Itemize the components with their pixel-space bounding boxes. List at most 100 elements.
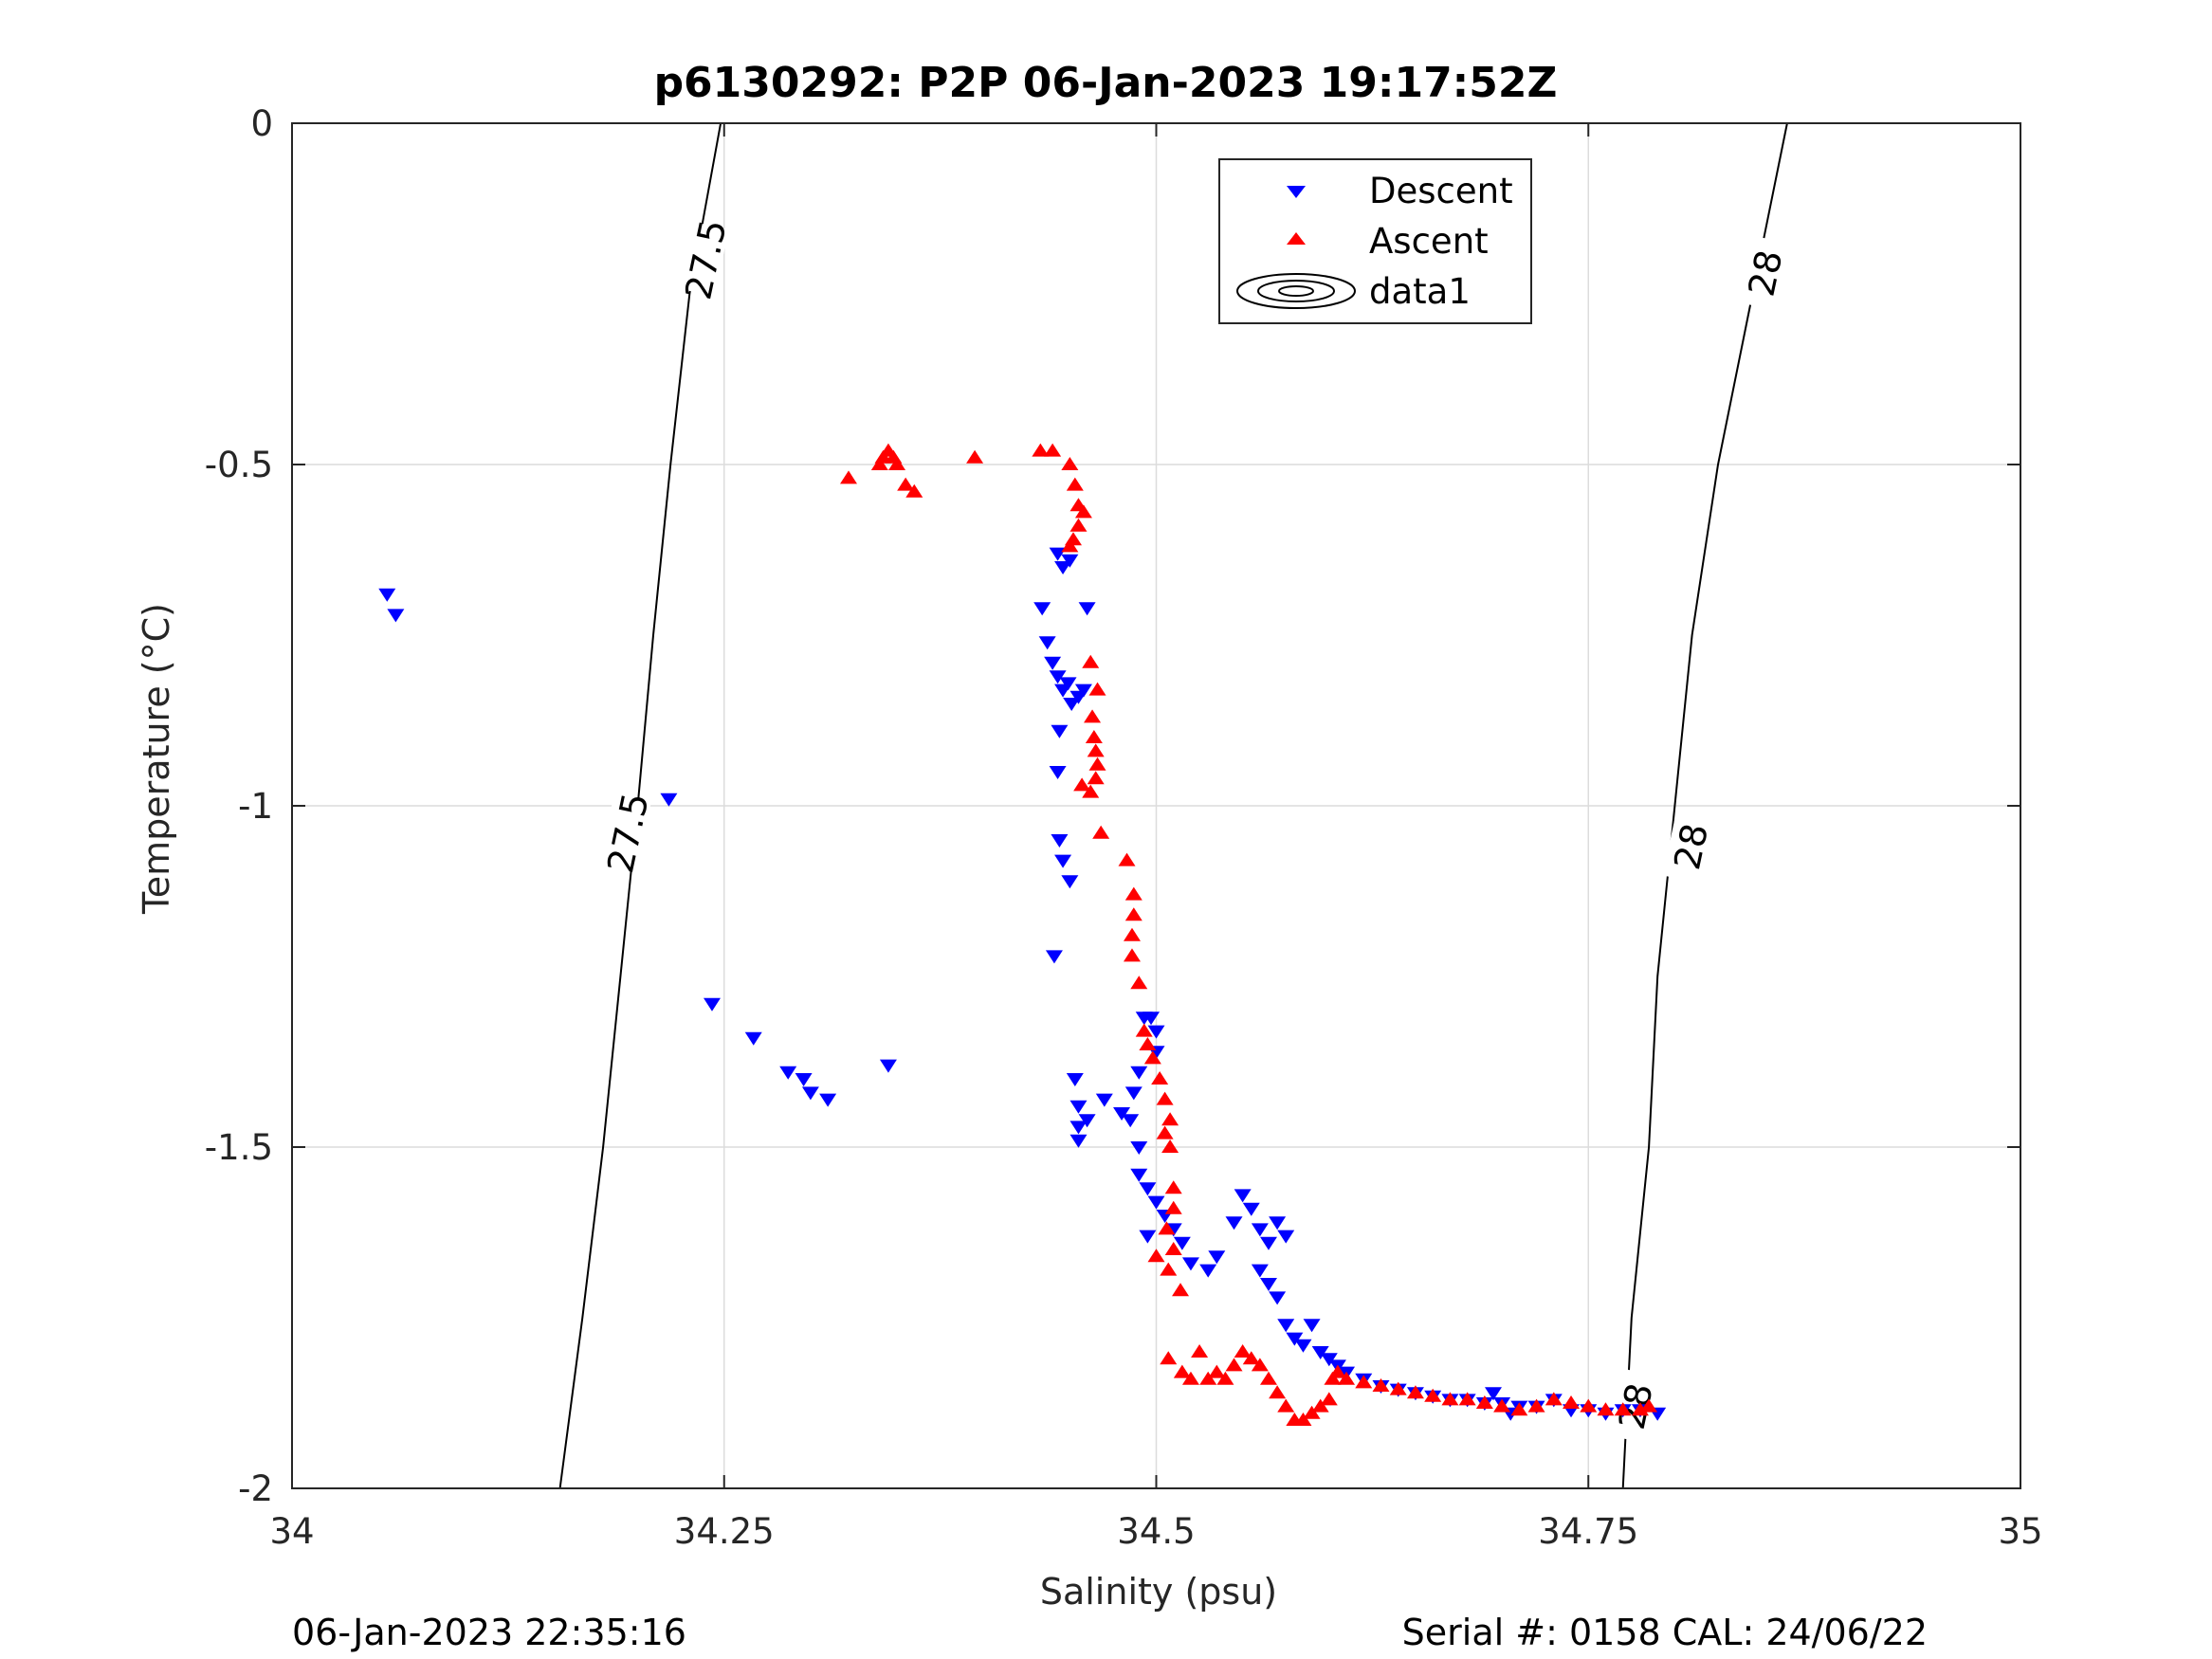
footer-timestamp: 06-Jan-2023 22:35:16 (292, 1612, 686, 1653)
descent-point (1130, 1141, 1148, 1155)
ascent-point (1074, 504, 1092, 519)
ascent-point (1092, 825, 1110, 839)
descent-point (1130, 1168, 1148, 1182)
legend-ascent-marker (1287, 232, 1306, 245)
ascent-point (1303, 1405, 1321, 1419)
descent-point (387, 609, 405, 623)
ascent-point (1475, 1395, 1493, 1409)
descent-point (1069, 1121, 1088, 1135)
ascent-point (1158, 1221, 1176, 1235)
ascent-point (1135, 1023, 1153, 1037)
descent-point (779, 1066, 797, 1080)
ascent-point (1066, 477, 1084, 491)
descent-point (1147, 1025, 1165, 1039)
descent-point (1049, 670, 1067, 684)
ascent-point (1164, 1200, 1182, 1214)
footer-serial-cal: Serial #: 0158 CAL: 24/06/22 (1402, 1612, 1928, 1653)
ascent-point (1082, 784, 1100, 798)
x-tick-label: 34.75 (1538, 1511, 1638, 1552)
ascent-point (1087, 743, 1105, 757)
ascent-point (1151, 1071, 1169, 1085)
descent-point (1277, 1319, 1295, 1333)
descent-point (1054, 854, 1072, 868)
ascent-point (1441, 1392, 1459, 1406)
descent-point (1484, 1387, 1502, 1401)
ascent-point (1084, 709, 1102, 723)
ascent-point (1458, 1392, 1476, 1406)
legend-descent-marker (1287, 186, 1306, 198)
ascent-point (1563, 1395, 1581, 1409)
ascent-point (1124, 907, 1143, 921)
descent-point (1173, 1236, 1191, 1250)
ascent-point (1545, 1392, 1563, 1406)
ascent-point (1631, 1402, 1649, 1416)
ascent-point (1269, 1385, 1287, 1399)
ascent-point (905, 483, 923, 498)
descent-point (1049, 547, 1067, 561)
descent-point (703, 997, 721, 1012)
descent-point (1251, 1264, 1269, 1278)
ascent-point (1216, 1371, 1234, 1385)
descent-point (660, 793, 678, 807)
ascent-point (1527, 1398, 1545, 1413)
legend-ascent-label: Ascent (1369, 221, 1489, 262)
ascent-point (1130, 975, 1148, 990)
ascent-point (1406, 1385, 1424, 1399)
ascent-point (1372, 1378, 1390, 1392)
x-tick-label: 35 (1998, 1511, 2042, 1552)
legend: Descent Ascent data1 (1218, 158, 1532, 324)
ascent-point (1061, 538, 1079, 553)
descent-point (1038, 636, 1056, 650)
ascent-point (1082, 654, 1100, 668)
descent-point (1033, 602, 1051, 616)
x-tick-label: 34.5 (1117, 1511, 1195, 1552)
ascent-point (1191, 1344, 1209, 1358)
y-tick-label: -1.5 (205, 1127, 273, 1168)
ascent-point (1161, 1112, 1179, 1126)
ascent-point (840, 470, 858, 484)
axis-ticks: 34 34.25 34.5 34.75 35 0 -0.5 -1 -1.5 -2 (205, 103, 2043, 1552)
ascent-point (1294, 1413, 1312, 1426)
ascent-point (1143, 1050, 1161, 1065)
ascent-point (1160, 1262, 1178, 1276)
descent-point (1139, 1182, 1157, 1196)
descent-point (1199, 1264, 1217, 1278)
ascent-point (888, 457, 906, 470)
ascent-point (897, 477, 915, 491)
ascent-point (1324, 1371, 1342, 1385)
descent-point (1147, 1195, 1165, 1210)
y-tick-label: 0 (250, 103, 273, 144)
descent-point (378, 588, 396, 602)
descent-point (1269, 1216, 1287, 1231)
ascent-point (870, 457, 888, 470)
descent-point (1139, 1230, 1157, 1244)
descent-point (1124, 1086, 1143, 1101)
contour-line-28 (1621, 122, 1788, 1489)
contour-label-backdrop (677, 221, 729, 297)
legend-contour-marker (1236, 273, 1356, 309)
ascent-point (1118, 852, 1136, 866)
ascent-point (1181, 1371, 1199, 1385)
descent-point (1234, 1189, 1252, 1203)
ascent-point (1123, 948, 1141, 962)
ascent-point (1580, 1398, 1598, 1413)
ascent-point (1085, 730, 1103, 743)
ascent-point (1073, 777, 1091, 792)
ascent-point (1424, 1388, 1442, 1402)
descent-point (1051, 724, 1069, 738)
x-axis-label: Salinity (psu) (1040, 1571, 1277, 1613)
descent-point (1044, 656, 1062, 670)
ascent-point (1139, 1037, 1157, 1050)
ascent-point (1225, 1358, 1243, 1372)
ascent-point (966, 449, 984, 464)
descent-point (1051, 834, 1069, 848)
descent-point (1242, 1202, 1260, 1216)
ascent-point (1614, 1402, 1632, 1416)
ascent-point (1328, 1364, 1346, 1378)
ascent-point (1161, 1139, 1179, 1153)
contour-label: 28 (1740, 246, 1790, 300)
ascent-point (1338, 1371, 1356, 1385)
ascent-point (1156, 1091, 1174, 1105)
descent-point (1069, 1100, 1088, 1114)
